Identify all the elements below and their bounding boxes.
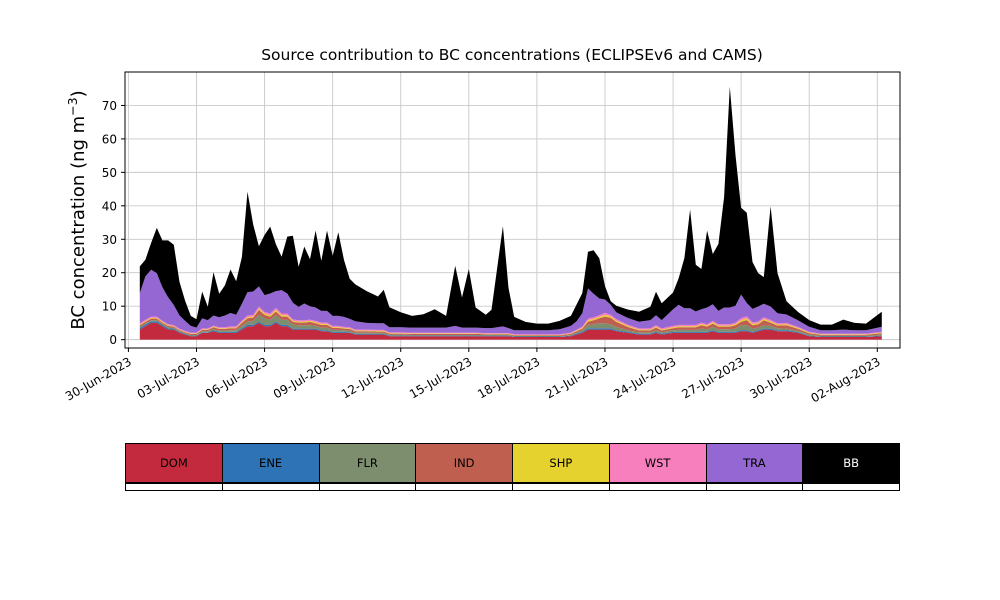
legend-item-ENE: ENE [222, 443, 320, 483]
legend-sub-cell-ENE [222, 483, 320, 491]
y-axis-label-sup: −3 [65, 97, 80, 115]
y-tick-label: 40 [102, 199, 117, 213]
y-tick-label: 10 [102, 300, 117, 314]
x-tick-label: 02-Aug-2023 [809, 354, 883, 405]
x-tick-label: 15-Jul-2023 [407, 354, 474, 401]
legend-label-ENE: ENE [259, 456, 283, 470]
legend-sub-cell-BB [803, 483, 900, 491]
legend-item-SHP: SHP [513, 443, 610, 483]
legend-sub-cell-DOM [125, 483, 223, 491]
area-SHP [139, 308, 882, 336]
y-tick-label: 0 [109, 333, 117, 347]
legend-item-BB: BB [803, 443, 900, 483]
area-FLR [139, 314, 882, 337]
x-tick-label: 30-Jun-2023 [63, 354, 134, 403]
x-tick-label: 18-Jul-2023 [475, 354, 542, 401]
legend-item-DOM: DOM [125, 443, 223, 483]
legend-label-TRA: TRA [743, 456, 766, 470]
area-ENE [139, 321, 882, 337]
plot-border [124, 71, 901, 349]
y-tick-label: 50 [102, 166, 117, 180]
x-tick-label: 27-Jul-2023 [679, 354, 746, 401]
y-tick-label: 30 [102, 233, 117, 247]
legend-sub-cell-IND [416, 483, 513, 491]
y-tick-label: 20 [102, 266, 117, 280]
chart-title: Source contribution to BC concentrations… [261, 46, 763, 64]
area-TRA [139, 269, 882, 335]
legend-item-WST: WST [609, 443, 707, 483]
bc-stacked-area-chart: 30-Jun-2023 03-Jul-2023 06-Jul-2023 09-Jul-… [63, 46, 901, 405]
x-tick-label: 21-Jul-2023 [543, 354, 610, 401]
legend-label-FLR: FLR [356, 456, 378, 470]
y-tick-label: 60 [102, 132, 117, 146]
x-tick-label: 24-Jul-2023 [611, 354, 678, 401]
x-tick-label: 12-Jul-2023 [339, 354, 406, 401]
legend-label-SHP: SHP [549, 456, 573, 470]
legend-item-TRA: TRA [706, 443, 804, 483]
legend-sub-cell-SHP [513, 483, 610, 491]
legend-item-FLR: FLR [319, 443, 417, 483]
x-tick-label: 03-Jul-2023 [135, 354, 202, 401]
legend-label-WST: WST [644, 456, 671, 470]
legend-sub-cell-FLR [319, 483, 417, 491]
area-BB [139, 86, 882, 331]
chart-layers: 30-Jun-2023 03-Jul-2023 06-Jul-2023 09-Jul-… [63, 71, 901, 405]
legend-sub-cell-WST [609, 483, 707, 491]
area-IND [139, 309, 882, 336]
legend-sub-row [125, 483, 900, 491]
y-axis-label-end: ) [68, 90, 89, 97]
legend-item-IND: IND [416, 443, 513, 483]
y-axis-label: BC concentration (ng m−3) [65, 90, 89, 329]
legend-label-BB: BB [843, 456, 860, 470]
x-tick-label: 30-Jul-2023 [747, 354, 814, 401]
legend: DOM ENE FLR IND SHP WST TRA BB [125, 443, 900, 483]
legend-sub-cell-TRA [706, 483, 804, 491]
legend-label-DOM: DOM [159, 456, 188, 470]
legend-label-IND: IND [453, 456, 475, 470]
y-axis-label-main: BC concentration (ng m [68, 116, 89, 330]
x-tick-label: 09-Jul-2023 [271, 354, 338, 401]
x-tick-label: 06-Jul-2023 [203, 354, 270, 401]
y-tick-label: 70 [102, 99, 117, 113]
area-DOM [139, 322, 882, 340]
